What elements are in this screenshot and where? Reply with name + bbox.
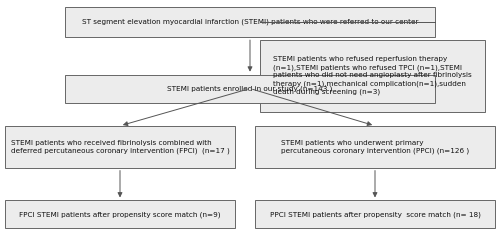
Text: PPCI STEMI patients after propensity  score match (n= 18): PPCI STEMI patients after propensity sco… — [270, 211, 480, 218]
Text: STEMI patients who underwent primary
percutaneous coronary intervention (PPCI) (: STEMI patients who underwent primary per… — [281, 140, 469, 154]
FancyBboxPatch shape — [255, 126, 495, 168]
Text: ST segment elevation myocardial infarction (STEMI) patients who were referred to: ST segment elevation myocardial infarcti… — [82, 19, 418, 25]
FancyBboxPatch shape — [5, 126, 235, 168]
Text: STEMI patients who refused reperfusion therapy
(n=1),STEMI patients who refused : STEMI patients who refused reperfusion t… — [273, 56, 472, 95]
FancyBboxPatch shape — [255, 200, 495, 228]
Text: STEMI patients enrolled in our study (n=143 ): STEMI patients enrolled in our study (n=… — [168, 85, 332, 92]
FancyBboxPatch shape — [65, 75, 435, 103]
FancyBboxPatch shape — [260, 40, 485, 112]
Text: FPCI STEMI patients after propensity score match (n=9): FPCI STEMI patients after propensity sco… — [19, 211, 221, 218]
Text: STEMI patients who received fibrinolysis combined with
deferred percutaneous cor: STEMI patients who received fibrinolysis… — [10, 140, 230, 154]
FancyBboxPatch shape — [65, 7, 435, 37]
FancyBboxPatch shape — [5, 200, 235, 228]
